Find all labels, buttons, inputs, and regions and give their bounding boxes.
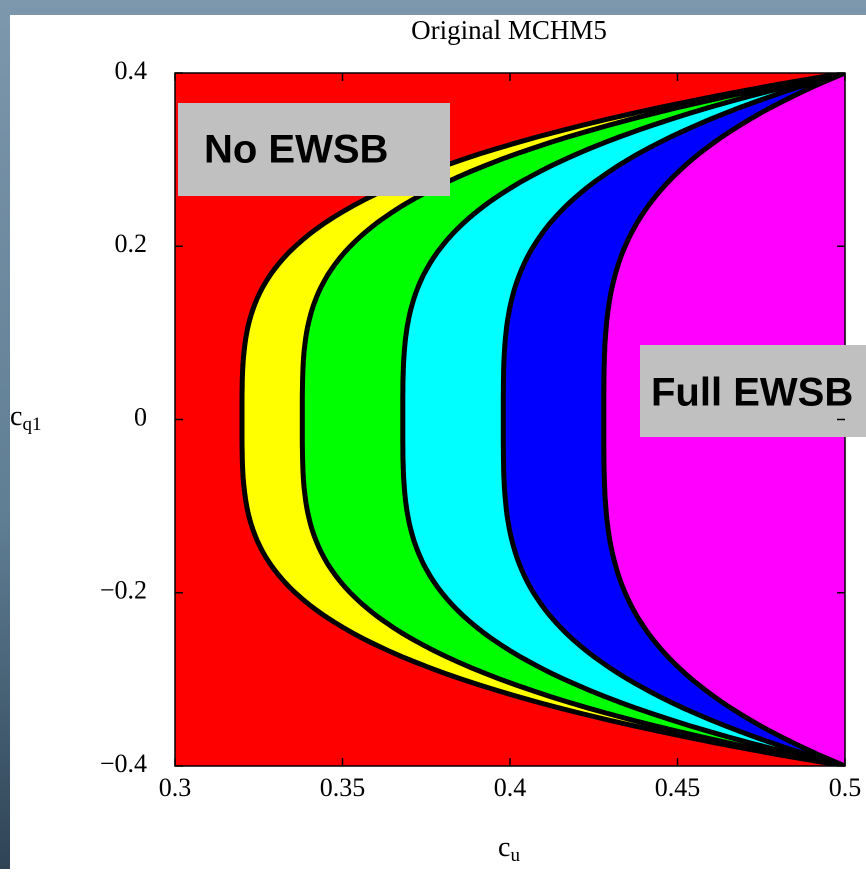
x-label-base: c bbox=[498, 832, 510, 863]
y-tick-label: 0.2 bbox=[115, 229, 148, 258]
x-tick-label: 0.35 bbox=[320, 773, 366, 802]
y-tick-label: 0.4 bbox=[115, 56, 148, 85]
y-axis-label: cq1 bbox=[10, 401, 41, 435]
x-tick-label: 0.45 bbox=[655, 773, 701, 802]
y-tick-label: 0 bbox=[134, 402, 147, 431]
x-label-sub: u bbox=[510, 845, 520, 866]
annotation-box bbox=[640, 345, 866, 437]
boundary-curve bbox=[400, 73, 845, 766]
x-axis-label: cu bbox=[498, 832, 520, 866]
y-label-sub: q1 bbox=[22, 414, 41, 435]
y-label-base: c bbox=[10, 401, 22, 432]
annotation: No EWSB bbox=[204, 128, 388, 172]
x-tick-label: 0.5 bbox=[829, 773, 862, 802]
x-tick-label: 0.4 bbox=[494, 773, 527, 802]
boundary-curve bbox=[500, 73, 845, 766]
x-tick-label: 0.3 bbox=[159, 773, 192, 802]
annotation: Full EWSB bbox=[651, 371, 853, 415]
boundary-curve bbox=[601, 73, 845, 766]
annotation-box bbox=[178, 103, 450, 196]
y-tick-label: −0.2 bbox=[100, 576, 147, 605]
chart-title: Original MCHM5 bbox=[411, 15, 607, 45]
plot-area bbox=[175, 73, 845, 766]
y-tick-label: −0.4 bbox=[100, 749, 147, 778]
